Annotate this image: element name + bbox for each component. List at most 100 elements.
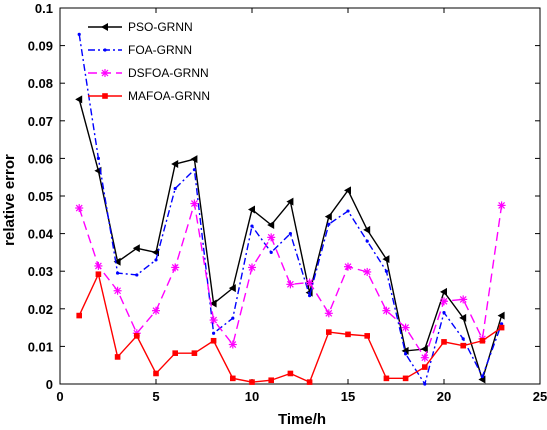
series-pso-grnn xyxy=(75,95,505,384)
data-point-square xyxy=(172,350,178,356)
data-point-dot xyxy=(404,352,408,356)
data-point-star xyxy=(363,267,372,276)
data-point-dot xyxy=(461,337,465,341)
legend-entry: PSO-GRNN xyxy=(88,20,193,34)
data-point-triangle xyxy=(382,255,390,264)
legend-label: DSFOA-GRNN xyxy=(128,66,209,80)
data-point-dot xyxy=(423,382,427,386)
data-point-square xyxy=(460,342,466,349)
axis-ticks: 0 5 10 15 20 25 0 0.01 0.02 0.03 0.04 0.05 0.06 0.07 0… xyxy=(28,1,547,404)
legend: PSO-GRNN FOA-GRNN DSFOA-GRNN MAFOA-GRNN xyxy=(88,20,210,103)
data-point-square xyxy=(345,331,351,338)
data-point-star xyxy=(75,204,84,213)
plot-border xyxy=(59,7,541,385)
data-point-star xyxy=(209,316,218,325)
data-point-square xyxy=(287,370,294,377)
y-tick-label: 0 xyxy=(46,377,53,392)
data-point-dot xyxy=(96,156,100,160)
data-point-dot xyxy=(346,209,350,213)
data-point-dot xyxy=(480,374,484,379)
data-point-star xyxy=(113,286,122,295)
x-tick-label: 10 xyxy=(245,389,259,404)
data-point-dot xyxy=(327,222,331,226)
data-point-square xyxy=(383,375,390,382)
data-point-triangle xyxy=(113,257,121,266)
series-foa-grnn xyxy=(77,32,504,386)
data-point-dot xyxy=(154,258,158,262)
x-axis-title: Time/h xyxy=(278,411,326,428)
data-point-square xyxy=(153,370,159,377)
series-dsfoa-grnn xyxy=(75,199,506,362)
data-point-triangle xyxy=(478,375,486,384)
series-line xyxy=(78,203,503,360)
data-point-dot xyxy=(269,250,273,254)
data-point-dot xyxy=(212,331,216,335)
legend-entry: DSFOA-GRNN xyxy=(88,66,209,80)
data-point-star xyxy=(324,309,333,318)
data-point-dot xyxy=(231,316,235,320)
data-point-square xyxy=(498,324,505,331)
data-point-dot xyxy=(365,239,369,243)
data-point-square xyxy=(114,354,121,360)
data-point-triangle xyxy=(171,160,179,169)
data-point-triangle xyxy=(248,205,255,214)
data-point-triangle xyxy=(497,311,505,320)
data-point-triangle xyxy=(190,155,198,164)
data-point-dot xyxy=(173,186,177,191)
data-point-star xyxy=(420,353,429,362)
data-point-triangle xyxy=(420,345,428,354)
y-tick-label: 0.1 xyxy=(35,1,53,16)
data-point-square xyxy=(134,333,140,339)
data-point-dot xyxy=(308,294,312,298)
series-line xyxy=(78,99,503,382)
data-point-star xyxy=(382,306,391,315)
data-point-square xyxy=(210,337,217,344)
data-point-triangle xyxy=(344,186,351,195)
data-point-star xyxy=(459,295,468,304)
data-point-dot xyxy=(442,310,446,315)
data-point-square xyxy=(191,350,198,356)
data-point-triangle xyxy=(440,287,447,296)
y-tick-label: 0.02 xyxy=(28,302,53,317)
data-point-square xyxy=(402,375,409,382)
series-line xyxy=(78,272,502,384)
data-point-square xyxy=(306,379,313,385)
legend-label: FOA-GRNN xyxy=(128,43,192,57)
y-axis-title: relative error xyxy=(1,154,18,246)
data-point-square xyxy=(326,329,332,335)
data-point-star xyxy=(440,297,448,306)
data-point-triangle xyxy=(228,284,236,293)
y-tick-label: 0.08 xyxy=(28,76,53,91)
y-tick-label: 0.04 xyxy=(28,227,54,242)
legend-label: MAFOA-GRNN xyxy=(128,89,210,103)
data-point-square xyxy=(102,93,108,99)
data-point-star xyxy=(248,263,256,272)
data-point-star xyxy=(101,69,109,77)
data-point-star xyxy=(305,278,314,287)
data-point-dot xyxy=(192,168,196,172)
data-point-star xyxy=(171,263,180,272)
data-point-dot xyxy=(250,224,254,228)
data-point-square xyxy=(249,379,255,385)
data-point-triangle xyxy=(209,299,217,308)
plot-frame xyxy=(59,7,541,385)
data-point-triangle xyxy=(267,220,275,229)
legend-entry: FOA-GRNN xyxy=(88,43,192,57)
data-point-dot xyxy=(500,322,504,326)
y-tick-label: 0.09 xyxy=(28,39,53,54)
data-point-star xyxy=(228,340,237,349)
y-tick-label: 0.07 xyxy=(28,114,53,129)
data-point-square xyxy=(364,333,370,339)
x-tick-label: 5 xyxy=(152,389,159,404)
y-tick-label: 0.03 xyxy=(28,264,53,279)
data-point-triangle xyxy=(459,313,467,322)
data-point-star xyxy=(190,199,199,208)
data-point-square xyxy=(268,377,274,384)
data-point-triangle xyxy=(132,244,140,253)
data-point-star xyxy=(497,201,506,210)
x-tick-label: 25 xyxy=(533,389,547,404)
series-layer xyxy=(75,32,506,386)
data-point-dot xyxy=(116,271,120,275)
data-point-star xyxy=(267,233,276,242)
